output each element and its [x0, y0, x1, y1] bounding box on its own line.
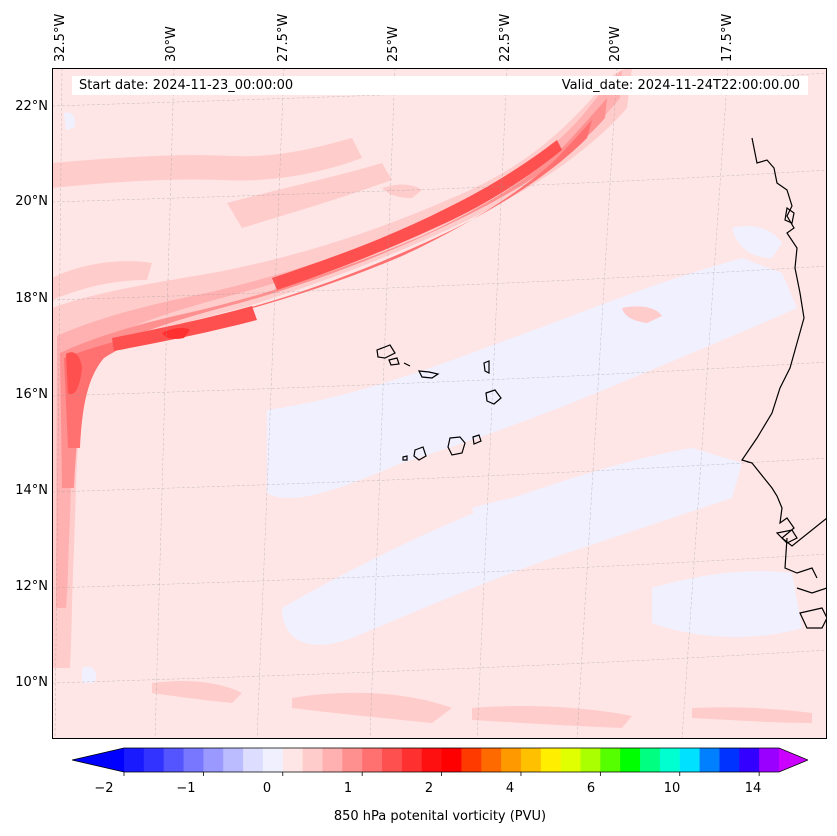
colorbar-swatch — [620, 748, 641, 772]
colorbar-swatch — [739, 748, 760, 772]
colorbar-tick-label: 14 — [744, 781, 762, 796]
colorbar-swatch — [203, 748, 224, 772]
colorbar-tick-label: 2 — [424, 781, 434, 796]
lat-label-18n: 18°N — [15, 291, 48, 306]
colorbar-swatch — [322, 748, 343, 772]
colorbar-swatch — [302, 748, 323, 772]
lon-label-22-5w: 22.5°W — [498, 13, 513, 62]
info-bar: Start date: 2024-11-23_00:00:00 Valid_da… — [72, 76, 808, 95]
pv-filament — [52, 68, 632, 668]
colorbar-swatch — [501, 748, 522, 772]
lon-label-27-5w: 27.5°W — [276, 13, 291, 62]
colorbar-tick-label: −1 — [176, 781, 196, 796]
colorbar-swatch — [183, 748, 204, 772]
colorbar-swatch — [520, 748, 542, 772]
colorbar-swatch — [719, 748, 740, 772]
colorbar-swatch — [262, 748, 284, 772]
lat-label-14n: 14°N — [15, 483, 48, 498]
lon-label-20w: 20°W — [608, 26, 623, 62]
colorbar-swatch — [461, 748, 482, 772]
colorbar-swatch — [282, 748, 304, 772]
colorbar-swatch — [362, 748, 383, 772]
colorbar-swatch — [679, 748, 701, 772]
colorbar-swatch — [540, 748, 562, 772]
valid-date-label: Valid_date: 2024-11-24T22:00:00.00 — [561, 78, 800, 93]
pv-field — [52, 68, 827, 739]
colorbar-swatch — [699, 748, 720, 772]
colorbar-tick-label: −2 — [94, 781, 114, 796]
lat-label-12n: 12°N — [15, 579, 48, 594]
colorbar-swatch — [580, 748, 601, 772]
colorbar-tick-label: 4 — [505, 781, 515, 796]
lon-label-32-5w: 32.5°W — [53, 13, 68, 62]
lon-label-30w: 30°W — [164, 26, 179, 62]
colorbar-tick-label: 1 — [343, 781, 353, 796]
lat-label-10n: 10°N — [15, 675, 48, 690]
colorbar-swatch — [124, 748, 145, 772]
colorbar-swatch — [382, 748, 403, 772]
lat-label-16n: 16°N — [15, 387, 48, 402]
map-plot-area — [52, 68, 827, 739]
colorbar-tick-label: 6 — [586, 781, 596, 796]
colorbar-swatch — [223, 748, 244, 772]
colorbar-swatch — [560, 748, 582, 772]
colorbar-swatch — [759, 748, 780, 772]
colorbar-swatch — [481, 748, 502, 772]
weak-positive-bands — [52, 138, 812, 728]
colorbar-label: 850 hPa potenital vorticity (PVU) — [333, 809, 547, 824]
colorbar-over-extend — [779, 748, 808, 772]
colorbar-swatch — [401, 748, 423, 772]
colorbar-tick-label: 10 — [663, 781, 681, 796]
colorbar-swatch — [600, 748, 621, 772]
colorbar-swatch — [243, 748, 264, 772]
colorbar-swatch — [640, 748, 661, 772]
colorbar-tick-label: 0 — [262, 781, 272, 796]
lat-label-20n: 20°N — [15, 194, 48, 209]
colorbar-swatch — [441, 748, 462, 772]
colorbar-swatch — [342, 748, 363, 772]
lat-label-22n: 22°N — [15, 99, 48, 114]
colorbar-swatch — [163, 748, 185, 772]
colorbar-under-extend — [72, 748, 124, 772]
lon-label-25w: 25°W — [386, 26, 401, 62]
start-date-label: Start date: 2024-11-23_00:00:00 — [79, 78, 294, 93]
cape-verde-islands — [376, 344, 502, 461]
colorbar-swatch — [143, 748, 165, 772]
coastlines — [741, 137, 827, 629]
colorbar-swatch — [659, 748, 681, 772]
lon-label-17-5w: 17.5°W — [720, 13, 735, 62]
colorbar — [72, 747, 808, 776]
colorbar-swatch — [421, 748, 443, 772]
